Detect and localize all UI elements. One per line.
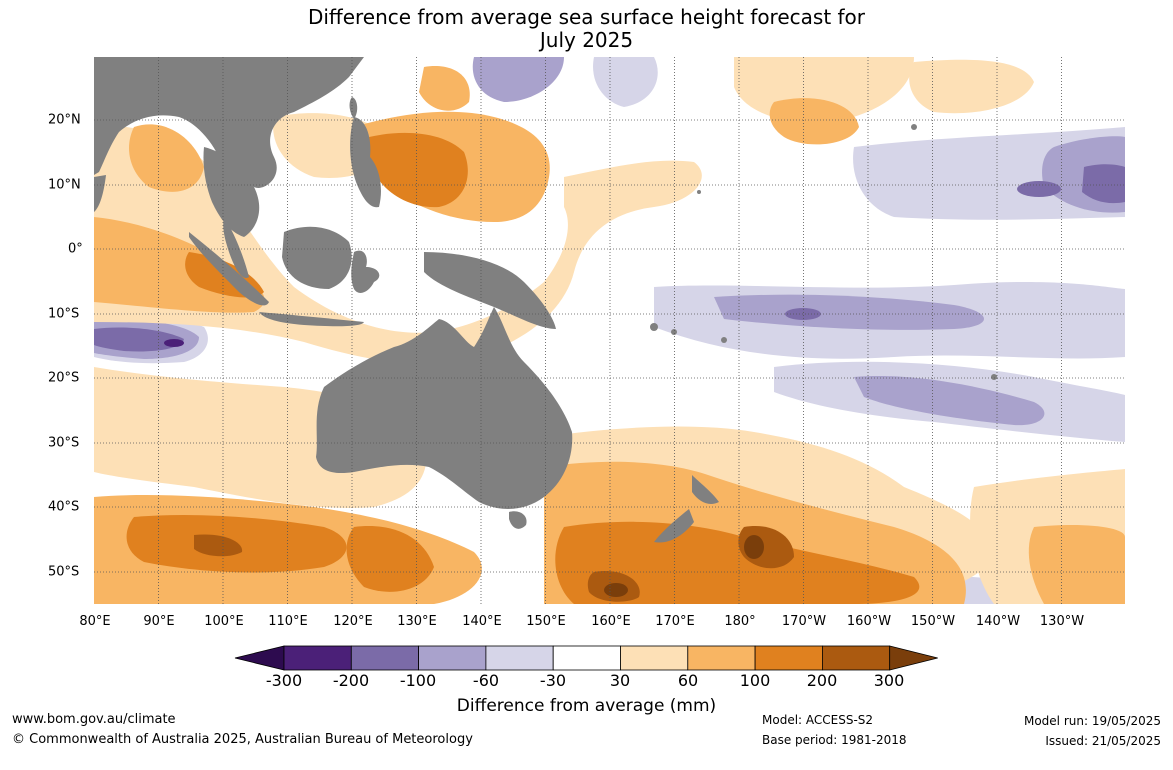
sea-surface-height-map (94, 57, 1125, 604)
colorbar-label: 300 (873, 671, 905, 690)
colorbar-label: -100 (399, 671, 437, 690)
colorbar-box (754, 645, 823, 671)
x-tick-label: 110°E (268, 614, 308, 629)
model-run-date: Model run: 19/05/2025 (1023, 714, 1161, 728)
x-tick-label: 170°W (781, 614, 827, 629)
website-link[interactable]: www.bom.gov.au/climate (12, 712, 176, 727)
land-layer (94, 57, 997, 543)
colorbar-extend-low (234, 645, 285, 671)
colorbar-box (283, 645, 352, 671)
x-tick-label: 150°E (526, 614, 566, 629)
colorbar-label: -30 (539, 671, 567, 690)
y-tick-label: 0° (68, 241, 83, 257)
y-tick-label: 50°S (48, 564, 80, 580)
map-title-line-2: July 2025 (539, 28, 634, 52)
graticule (94, 57, 1125, 604)
x-tick-label: 130°E (397, 614, 437, 629)
x-tick-label: 160°W (846, 614, 892, 629)
colorbar-box (822, 645, 891, 671)
x-tick-label: 80°E (79, 614, 111, 629)
x-tick-label: 90°E (143, 614, 175, 629)
y-tick-label: 10°N (48, 177, 81, 193)
x-tick-label: 120°E (333, 614, 373, 629)
y-tick-label: 20°S (48, 370, 80, 386)
x-tick-label: 140°W (975, 614, 1021, 629)
x-tick-label: 140°E (462, 614, 502, 629)
x-tick-label: 150°W (910, 614, 956, 629)
colorbar-label: 30 (609, 671, 631, 690)
colorbar-label: 60 (677, 671, 699, 690)
colorbar-box (687, 645, 756, 671)
colorbar-label: -300 (265, 671, 303, 690)
y-tick-label: 10°S (48, 306, 80, 322)
x-tick-label: 130°W (1039, 614, 1085, 629)
copyright-text: © Commonwealth of Australia 2025, Austra… (12, 732, 473, 747)
x-tick-label: 180° (724, 614, 756, 629)
y-tick-label: 20°N (48, 112, 81, 128)
x-tick-label: 160°E (591, 614, 631, 629)
colorbar-label: -60 (472, 671, 500, 690)
colorbar-title: Difference from average (mm) (456, 696, 717, 716)
colorbar-box (552, 645, 621, 671)
colorbar-extend-high (889, 645, 938, 671)
y-tick-label: 40°S (48, 499, 80, 515)
model-name: Model: ACCESS-S2 (762, 713, 874, 727)
y-tick-label: 30°S (48, 435, 80, 451)
x-tick-label: 100°E (204, 614, 244, 629)
colorbar-box (620, 645, 689, 671)
colorbar-label: -200 (332, 671, 370, 690)
colorbar-label: 200 (806, 671, 838, 690)
colorbar-box (485, 645, 554, 671)
colorbar (234, 645, 938, 671)
issued-date: Issued: 21/05/2025 (1045, 734, 1161, 748)
base-period: Base period: 1981-2018 (762, 733, 907, 747)
colorbar-box (418, 645, 487, 671)
colorbar-label: 100 (739, 671, 771, 690)
x-tick-label: 170°E (655, 614, 695, 629)
colorbar-box (350, 645, 420, 671)
map-title-line-1: Difference from average sea surface heig… (307, 5, 866, 29)
